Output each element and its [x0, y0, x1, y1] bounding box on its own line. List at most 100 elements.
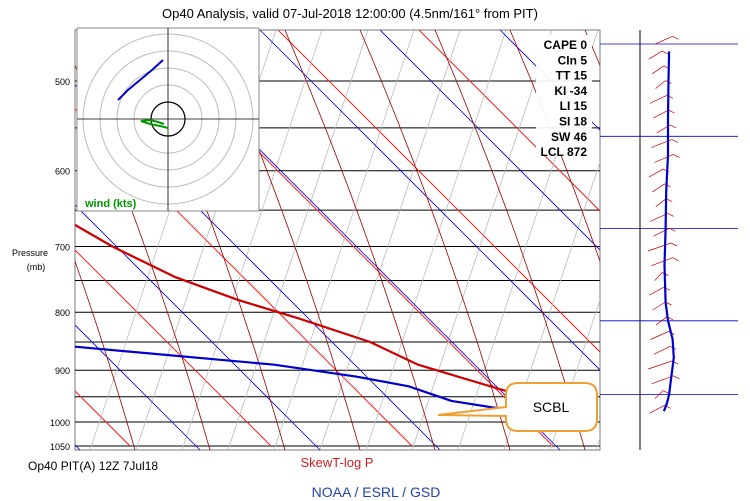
mixing-ratio-line [181, 30, 323, 450]
wind-barb [655, 198, 667, 207]
index-value: 46 [574, 130, 588, 144]
wind-barb [649, 404, 665, 414]
diagram-type-label: SkewT-log P [301, 455, 374, 470]
isotherm-line [136, 30, 554, 447]
wind-barb [655, 316, 668, 326]
wind-speed-profile [662, 51, 675, 412]
y-axis-unit: (mb) [27, 262, 46, 272]
moist-adiabat-line [359, 30, 511, 450]
wind-barb [652, 301, 666, 311]
hodograph-trace-low [140, 118, 169, 129]
index-name: TT [556, 69, 571, 83]
index-value: 872 [567, 145, 587, 159]
wind-barb-flag [673, 154, 680, 158]
index-name: LCL [541, 145, 564, 159]
mixing-ratio-line [227, 30, 369, 450]
agency-credit: NOAA / ESRL / GSD [312, 484, 441, 500]
y-axis-label: Pressure [12, 248, 48, 258]
wind-barb [652, 183, 665, 193]
isotherm-line [277, 30, 600, 353]
mixing-ratio-line [549, 298, 600, 450]
wind-barb [648, 168, 664, 178]
wind-barb-flag [672, 35, 679, 40]
wind-barb [654, 272, 663, 281]
pressure-tick-label: 700 [55, 243, 70, 253]
isotherm-line [75, 249, 272, 447]
pressure-tick-label: 600 [55, 167, 70, 177]
index-name: KI [554, 84, 566, 98]
wind-barb [649, 286, 664, 296]
wind-barb-flag [666, 198, 673, 203]
index-value: 15 [574, 99, 588, 113]
wind-barb [654, 390, 664, 399]
index-name: CAPE [544, 38, 577, 52]
wind-barb [655, 80, 666, 89]
index-value: 18 [574, 115, 588, 129]
index-value: -34 [570, 84, 588, 98]
index-lcl: LCL 872 [541, 145, 588, 159]
wind-barb [653, 227, 670, 237]
wind-barb [650, 331, 669, 340]
wind-barb-flag [673, 375, 680, 380]
wind-profile-panel [600, 30, 738, 450]
wind-barb-flag [667, 213, 674, 217]
mixing-ratio-line [365, 30, 507, 450]
moist-adiabat-line [75, 260, 136, 450]
wind-barb [654, 154, 674, 163]
dry-adiabat-line [259, 30, 600, 371]
wind-barb-flag [669, 227, 676, 232]
wind-barb [652, 65, 664, 75]
index-tt: TT 15 [556, 69, 588, 83]
wind-barb-flag [662, 50, 669, 55]
wind-barb [651, 375, 674, 385]
index-cape: CAPE 0 [544, 38, 588, 52]
wind-barb [653, 109, 669, 119]
index-name: SW [551, 130, 571, 144]
dry-adiabat-line [379, 30, 600, 251]
mixing-ratio-line [319, 30, 461, 450]
wind-barb [654, 35, 673, 45]
scbl-callout: SCBL [437, 382, 598, 432]
moist-adiabat-line [0, 30, 60, 450]
index-name: LI [560, 99, 571, 113]
station-label: Op40 PIT(A) 12Z 7Jul18 [28, 459, 158, 473]
moist-adiabat-line [509, 30, 600, 263]
hodograph: wind (kts) [76, 27, 260, 212]
index-name: CIn [558, 53, 577, 67]
moist-adiabat-line [284, 30, 436, 450]
background-grid [0, 30, 750, 450]
pressure-tick-label: 1050 [50, 442, 70, 452]
wind-barb-flag [670, 124, 677, 129]
index-name: SI [559, 115, 570, 129]
pressure-axis: 500 600 700 800 900 1000 1050 [50, 77, 70, 452]
index-ki: KI -34 [554, 84, 587, 98]
indices-background [536, 35, 592, 155]
isotherm-line [418, 30, 600, 212]
wind-barb-flag [671, 139, 678, 143]
chart-title: Op40 Analysis, valid 07-Jul-2018 12:00:0… [162, 6, 538, 21]
mixing-ratio-line [273, 30, 415, 450]
moist-adiabat-line [584, 30, 600, 67]
index-sw: SW 46 [551, 130, 587, 144]
dry-adiabat-line [75, 324, 201, 450]
dry-adiabat-line [75, 444, 81, 450]
hodograph-rings [77, 28, 259, 211]
index-value: 5 [580, 53, 587, 67]
wind-barb [653, 345, 671, 355]
index-li: LI 15 [560, 99, 588, 113]
wind-barb-flag [672, 257, 679, 262]
callout-text: SCBL [533, 399, 570, 415]
index-value: 15 [574, 69, 588, 83]
dry-adiabat-line [740, 30, 750, 450]
index-value: 0 [580, 38, 587, 52]
pressure-tick-label: 900 [55, 366, 70, 376]
dry-adiabat-line [75, 204, 321, 450]
wind-barb [648, 50, 663, 60]
mixing-ratio-line [411, 30, 553, 450]
wind-barb-flag [670, 242, 678, 247]
hodograph-trace-upper [117, 59, 164, 101]
hodograph-label: wind (kts) [84, 198, 137, 210]
pressure-tick-label: 1000 [50, 418, 70, 428]
wind-barb [649, 94, 668, 104]
